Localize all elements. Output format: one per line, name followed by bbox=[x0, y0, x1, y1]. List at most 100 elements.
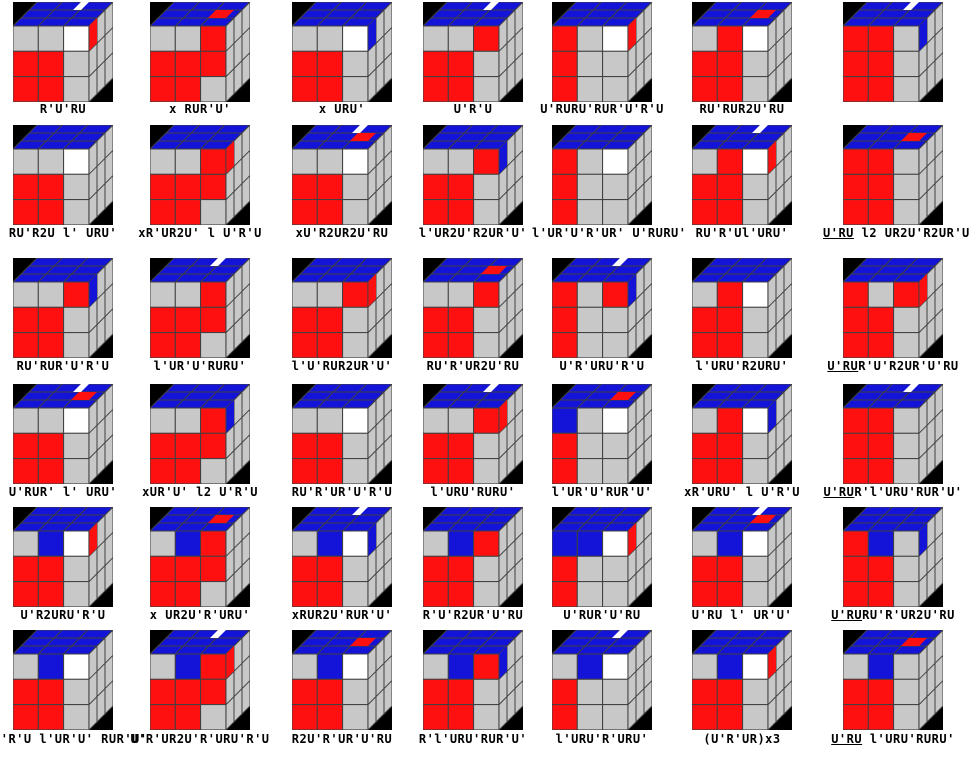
front-sticker bbox=[473, 678, 500, 706]
grid-line bbox=[918, 557, 943, 582]
grid-line bbox=[200, 125, 225, 150]
top-sticker bbox=[903, 384, 919, 392]
grid-line bbox=[627, 654, 652, 680]
front-sticker bbox=[292, 407, 318, 434]
front-sticker bbox=[867, 581, 895, 607]
algorithm-label: RU'R2U l' URU' bbox=[8, 226, 118, 240]
front-sticker bbox=[473, 76, 500, 102]
front-sticker bbox=[292, 432, 318, 460]
front-sticker bbox=[843, 332, 869, 358]
front-sticker bbox=[893, 555, 920, 583]
cube-diagram bbox=[552, 2, 652, 102]
grid-line bbox=[225, 175, 250, 200]
front-sticker bbox=[13, 306, 39, 334]
grid-line bbox=[498, 26, 523, 52]
grid-line bbox=[627, 408, 652, 434]
top-sticker bbox=[612, 630, 628, 638]
front-sticker bbox=[13, 199, 39, 225]
front-sticker bbox=[893, 581, 920, 607]
front-sticker bbox=[13, 148, 39, 175]
grid-line bbox=[918, 654, 943, 680]
front-sticker bbox=[200, 25, 227, 52]
front-sticker bbox=[342, 581, 369, 607]
front-sticker bbox=[150, 25, 176, 52]
front-sticker bbox=[316, 458, 344, 484]
grid-line bbox=[37, 384, 63, 409]
grid-line bbox=[367, 654, 392, 680]
grid-line bbox=[37, 630, 63, 655]
front-sticker bbox=[316, 25, 344, 52]
cube-diagram bbox=[843, 507, 943, 607]
front-sticker bbox=[342, 678, 369, 706]
grid-line bbox=[716, 384, 742, 409]
algorithm-label: R'U'R2UR'U'RU bbox=[422, 608, 524, 622]
front-sticker bbox=[342, 653, 369, 680]
front-sticker bbox=[742, 581, 769, 607]
front-sticker bbox=[602, 407, 629, 434]
grid-line bbox=[767, 175, 792, 200]
algorithm-label: U'RURU'R'UR2U'RU bbox=[831, 608, 955, 622]
front-sticker bbox=[150, 332, 176, 358]
algorithm-label: U'RUR'U'R2UR'U'RU bbox=[827, 359, 959, 373]
front-sticker bbox=[867, 148, 895, 175]
front-sticker bbox=[342, 173, 369, 201]
cube-diagram bbox=[292, 258, 392, 358]
top-sticker bbox=[208, 10, 234, 18]
cube-diagram bbox=[692, 2, 792, 102]
front-sticker bbox=[602, 530, 629, 557]
cube-diagram bbox=[843, 384, 943, 484]
front-sticker bbox=[473, 332, 500, 358]
algorithm-label: xU'R2UR2U'RU bbox=[295, 226, 389, 240]
front-sticker bbox=[150, 50, 176, 78]
grid-line bbox=[498, 149, 523, 175]
front-sticker bbox=[423, 704, 449, 730]
grid-line bbox=[602, 2, 627, 27]
top-sticker bbox=[612, 258, 628, 266]
front-sticker bbox=[63, 555, 90, 583]
front-sticker bbox=[174, 306, 202, 334]
front-sticker bbox=[37, 199, 65, 225]
front-sticker bbox=[316, 530, 344, 557]
front-sticker bbox=[150, 76, 176, 102]
front-sticker bbox=[576, 173, 604, 201]
grid-line bbox=[367, 149, 392, 175]
grid-line bbox=[742, 258, 767, 283]
front-sticker bbox=[602, 50, 629, 78]
front-sticker bbox=[602, 678, 629, 706]
grid-line bbox=[367, 680, 392, 705]
front-sticker bbox=[893, 306, 920, 334]
front-sticker bbox=[867, 25, 895, 52]
front-sticker bbox=[342, 281, 369, 308]
front-sticker bbox=[447, 458, 475, 484]
grid-line bbox=[498, 408, 523, 434]
grid-line bbox=[225, 557, 250, 582]
algorithm-label: U'RU l2 UR2U'R2UR'U' bbox=[823, 226, 971, 240]
front-sticker bbox=[13, 332, 39, 358]
front-sticker bbox=[692, 555, 718, 583]
front-sticker bbox=[473, 555, 500, 583]
grid-line bbox=[867, 630, 893, 655]
algorithm-label: R'l'URU'RUR'U' bbox=[418, 732, 528, 746]
front-sticker bbox=[602, 281, 629, 308]
grid-line bbox=[225, 654, 250, 680]
front-sticker bbox=[37, 581, 65, 607]
front-sticker bbox=[576, 25, 604, 52]
cube-diagram bbox=[423, 507, 523, 607]
front-sticker bbox=[174, 432, 202, 460]
grid-line bbox=[225, 408, 250, 434]
front-sticker bbox=[867, 173, 895, 201]
front-sticker bbox=[63, 458, 90, 484]
front-sticker bbox=[843, 653, 869, 680]
front-sticker bbox=[552, 407, 578, 434]
grid-line bbox=[576, 384, 602, 409]
front-sticker bbox=[576, 678, 604, 706]
front-sticker bbox=[742, 50, 769, 78]
front-sticker bbox=[552, 530, 578, 557]
front-sticker bbox=[423, 653, 449, 680]
top-sticker bbox=[352, 125, 368, 133]
front-sticker bbox=[602, 173, 629, 201]
front-sticker bbox=[552, 458, 578, 484]
algorithm-label: xR'URU' l U'R'U bbox=[684, 485, 800, 499]
front-sticker bbox=[342, 25, 369, 52]
front-sticker bbox=[13, 25, 39, 52]
